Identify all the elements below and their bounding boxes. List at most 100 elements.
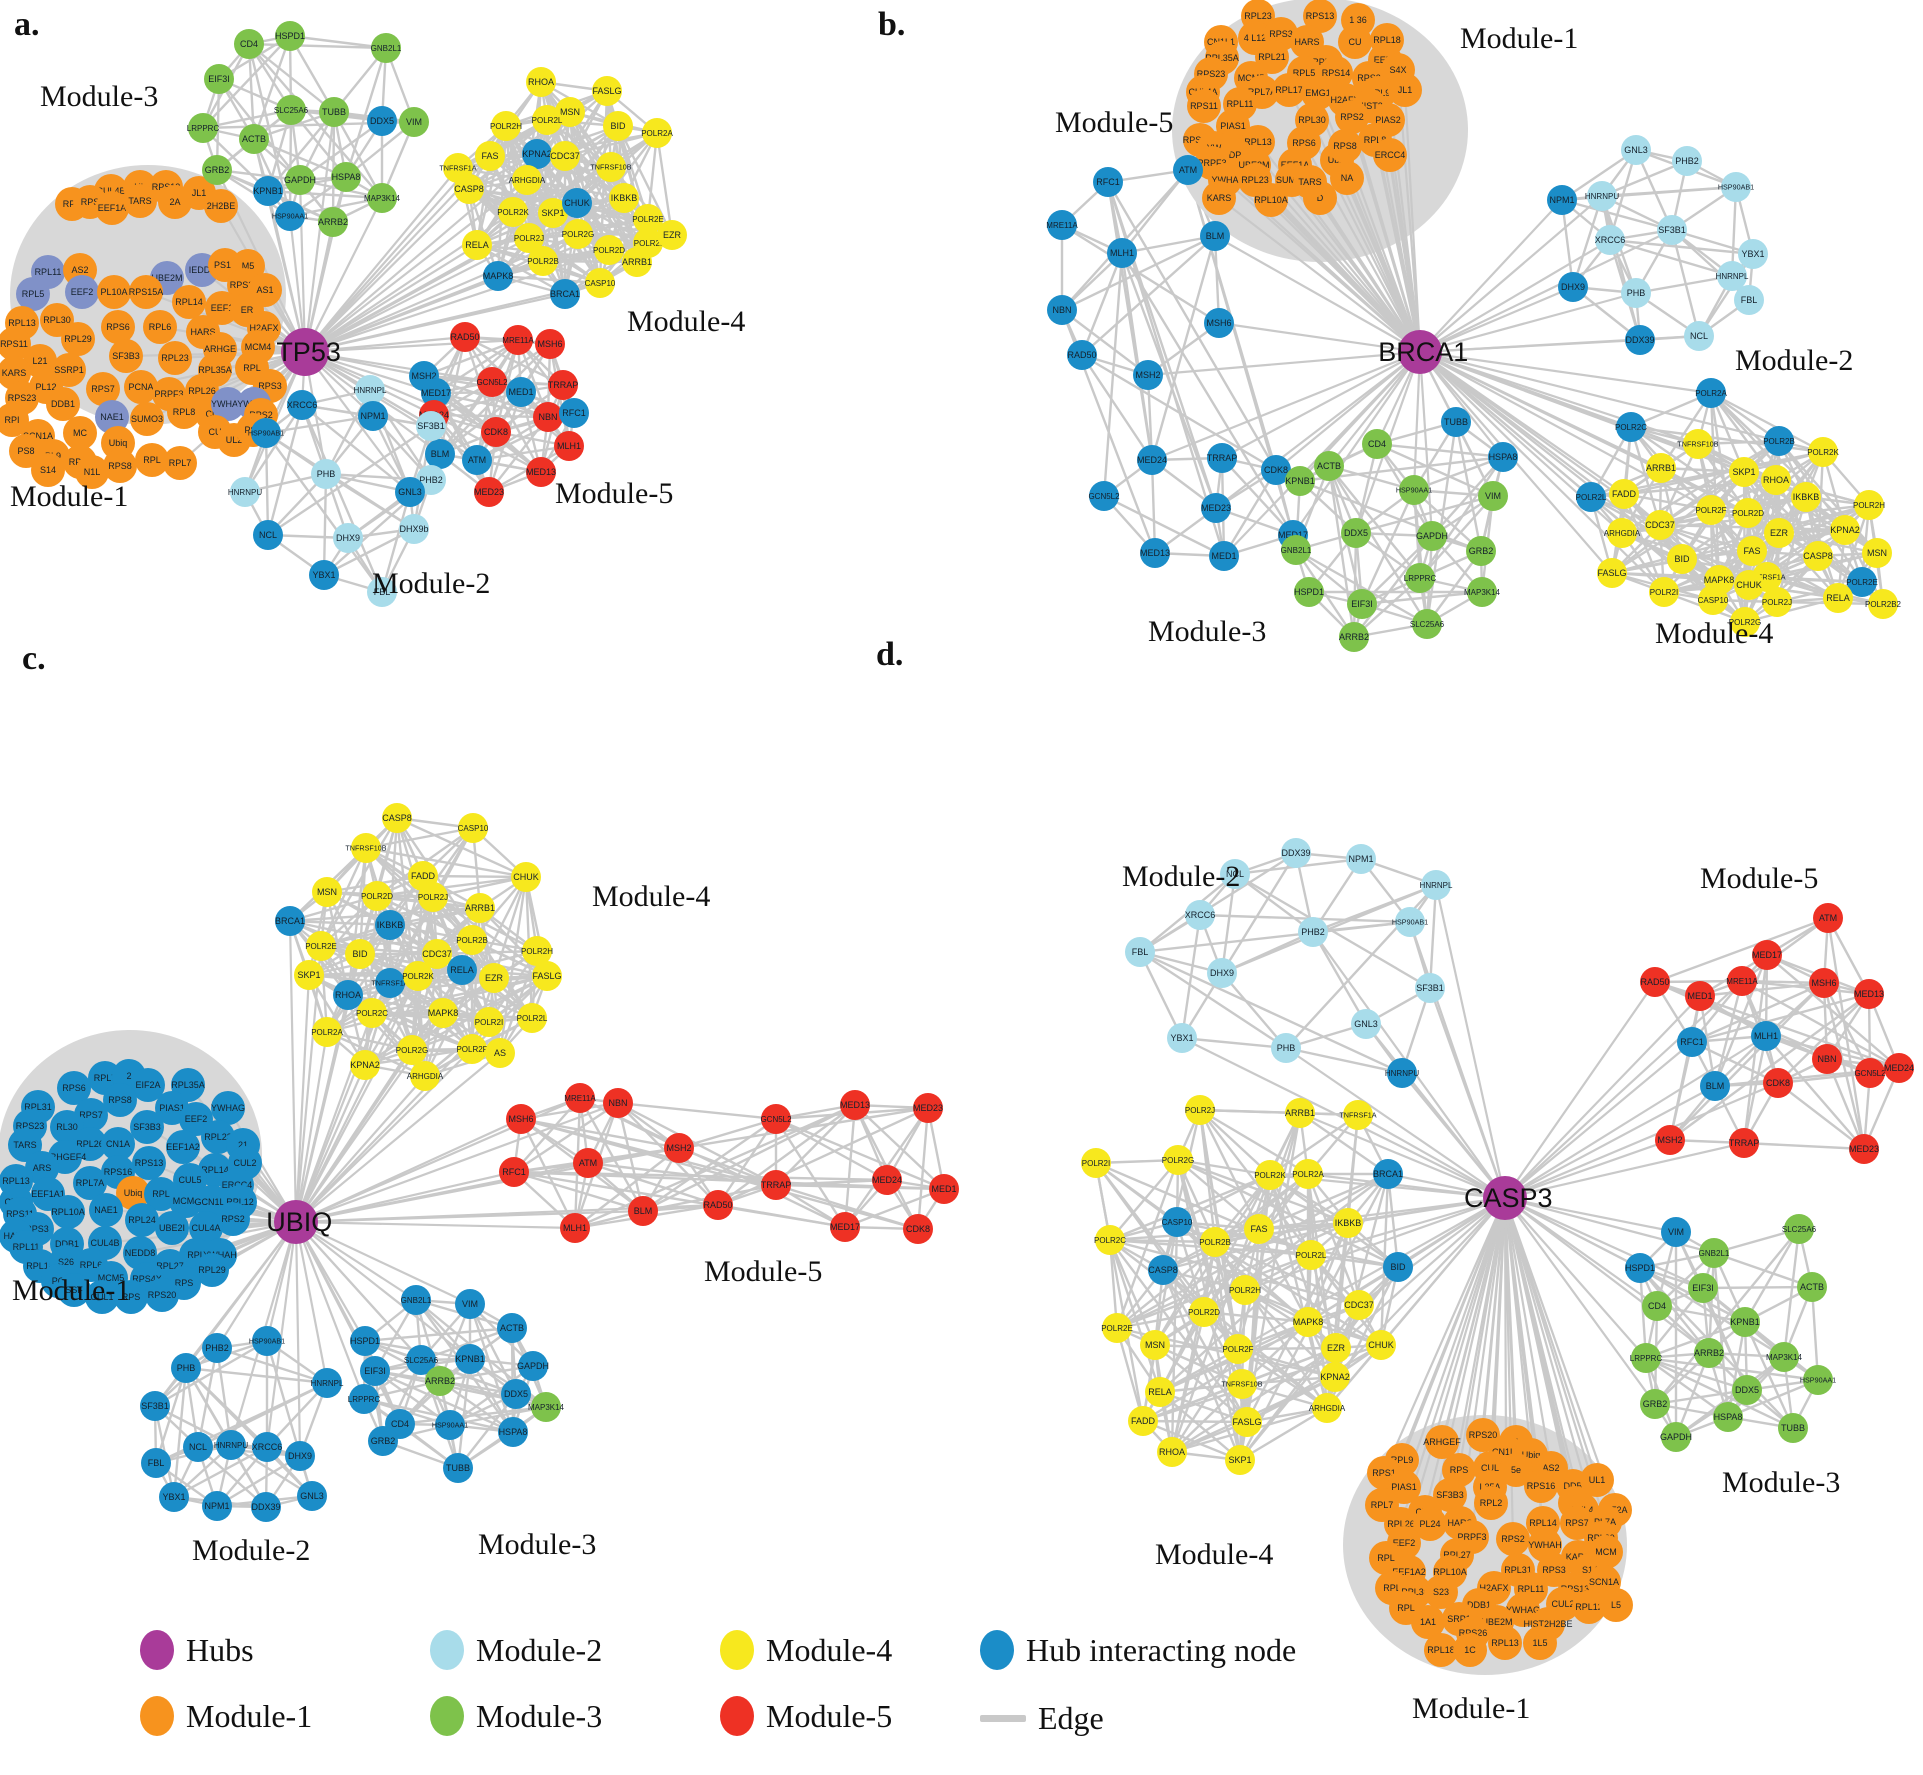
network-node[interactable]: RPL2 [1474, 1486, 1508, 1520]
node-circle[interactable] [1207, 958, 1237, 988]
network-node[interactable]: ATM [573, 1148, 603, 1178]
network-node[interactable]: RHOA [526, 67, 556, 97]
node-circle[interactable] [1388, 73, 1422, 107]
node-circle[interactable] [1185, 900, 1215, 930]
node-circle[interactable] [1488, 442, 1518, 472]
network-node[interactable]: HSPD1 [1625, 1253, 1655, 1283]
network-node[interactable]: PS8 [9, 434, 43, 468]
node-circle[interactable] [499, 1157, 529, 1187]
network-node[interactable]: PHB2 [1672, 146, 1702, 176]
network-node[interactable]: DHX9 [333, 523, 363, 553]
network-node[interactable]: MED24 [1137, 445, 1167, 475]
network-node[interactable]: 1L5 [1523, 1626, 1557, 1660]
node-circle[interactable] [1216, 109, 1250, 143]
network-node[interactable]: IKBKB [1791, 482, 1821, 512]
network-node[interactable]: GNB2L1 [1699, 1238, 1730, 1268]
network-node[interactable]: EZR [657, 220, 687, 250]
node-circle[interactable] [1312, 1393, 1342, 1423]
node-circle[interactable] [251, 418, 281, 448]
network-node[interactable]: PHB [311, 459, 341, 489]
network-node[interactable]: KPNA2 [1320, 1362, 1350, 1392]
network-node[interactable]: YBX1 [1738, 239, 1768, 269]
network-node[interactable]: CHUK [511, 862, 541, 892]
network-node[interactable]: HSP90AB1 [248, 418, 284, 448]
node-circle[interactable] [1255, 40, 1289, 74]
network-node[interactable]: POLR2H [490, 111, 522, 141]
network-node[interactable]: RPS2 [1335, 100, 1369, 134]
node-circle[interactable] [1298, 917, 1328, 947]
node-circle[interactable] [1587, 181, 1617, 211]
network-node[interactable]: GCN5L2 [1088, 481, 1120, 511]
node-circle[interactable] [1220, 859, 1250, 889]
node-circle[interactable] [0, 327, 31, 361]
node-circle[interactable] [531, 1392, 561, 1422]
network-node[interactable]: SF3B3 [109, 339, 143, 373]
hub-circle[interactable] [281, 328, 329, 376]
network-node[interactable]: MED24 [1884, 1053, 1914, 1083]
network-node[interactable]: POLR2A [1292, 1159, 1324, 1189]
node-circle[interactable] [1093, 167, 1123, 197]
node-circle[interactable] [16, 277, 50, 311]
network-node[interactable]: RPS13 [1303, 0, 1337, 33]
node-circle[interactable] [1730, 607, 1760, 637]
network-node[interactable]: SUMO3 [130, 402, 164, 436]
network-node[interactable]: RPS7 [86, 372, 120, 406]
network-node[interactable]: POLR2L [1296, 1240, 1327, 1270]
node-circle[interactable] [306, 931, 336, 961]
node-circle[interactable] [241, 330, 275, 364]
node-circle[interactable] [297, 1481, 327, 1511]
node-circle[interactable] [57, 1071, 91, 1105]
node-circle[interactable] [86, 372, 120, 406]
node-circle[interactable] [1685, 981, 1715, 1011]
network-node[interactable]: RELA [447, 955, 477, 985]
node-circle[interactable] [1303, 0, 1337, 33]
node-circle[interactable] [309, 560, 339, 590]
hub-node-casp3[interactable]: CASP3 [1464, 1176, 1553, 1220]
node-circle[interactable] [312, 1368, 342, 1398]
network-node[interactable]: NCL [1684, 321, 1714, 351]
network-node[interactable]: DHX9 [285, 1441, 315, 1471]
node-circle[interactable] [1862, 538, 1892, 568]
network-node[interactable]: RPI [0, 403, 29, 437]
network-node[interactable]: BID [1383, 1252, 1413, 1282]
network-node[interactable]: RPL [135, 443, 169, 477]
node-circle[interactable] [462, 445, 492, 475]
network-node[interactable]: IKBKB [375, 910, 405, 940]
network-node[interactable]: HNRNPU [214, 1430, 248, 1460]
network-node[interactable]: YBX1 [1167, 1023, 1197, 1053]
node-circle[interactable] [216, 1202, 250, 1236]
network-node[interactable]: RELA [1145, 1377, 1175, 1407]
node-circle[interactable] [1335, 100, 1369, 134]
network-node[interactable]: KPNB1 [1730, 1307, 1760, 1337]
network-node[interactable]: GAPDH [284, 165, 316, 195]
network-node[interactable]: SF3B3 [1433, 1478, 1467, 1512]
network-node[interactable]: ARRB2 [425, 1366, 455, 1396]
node-circle[interactable] [1281, 535, 1311, 565]
network-node[interactable]: MLH1 [1751, 1021, 1781, 1051]
network-node[interactable]: TARS [123, 184, 157, 218]
network-node[interactable]: BRCA1 [1373, 1159, 1403, 1189]
node-circle[interactable] [609, 183, 639, 213]
node-circle[interactable] [350, 1326, 380, 1356]
network-node[interactable]: KPNB1 [253, 176, 283, 206]
node-circle[interactable] [1809, 968, 1839, 998]
network-node[interactable]: MSH6 [535, 329, 565, 359]
node-circle[interactable] [349, 1384, 379, 1414]
network-node[interactable]: EIF3I [1347, 589, 1377, 619]
node-circle[interactable] [1496, 1522, 1530, 1556]
network-node[interactable]: CDK8 [903, 1214, 933, 1244]
network-node[interactable]: GNL3 [1351, 1009, 1381, 1039]
node-circle[interactable] [294, 960, 324, 990]
network-node[interactable]: FBL [1125, 937, 1155, 967]
node-circle[interactable] [1803, 541, 1833, 571]
network-node[interactable]: KPNA2 [350, 1050, 380, 1080]
node-circle[interactable] [458, 813, 488, 843]
node-circle[interactable] [1655, 1125, 1685, 1155]
node-circle[interactable] [554, 431, 584, 461]
node-circle[interactable] [1383, 1252, 1413, 1282]
node-circle[interactable] [596, 152, 626, 182]
node-circle[interactable] [1646, 453, 1676, 483]
network-node[interactable]: FASLG [1232, 1407, 1262, 1437]
node-circle[interactable] [101, 1127, 135, 1161]
node-circle[interactable] [913, 1093, 943, 1123]
